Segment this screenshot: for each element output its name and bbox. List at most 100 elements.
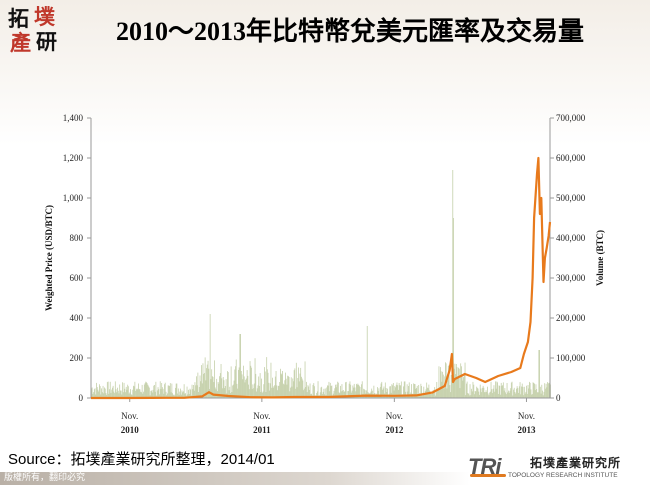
volume-bar	[456, 367, 458, 398]
y-right-tick-label: 100,000	[556, 353, 586, 363]
volume-bar	[453, 368, 455, 398]
volume-bar	[250, 365, 252, 398]
volume-bar	[146, 383, 148, 398]
volume-bar	[279, 382, 281, 398]
volume-bar	[476, 387, 478, 398]
volume-bar	[162, 388, 164, 398]
volume-bar	[521, 383, 523, 398]
volume-bar	[130, 389, 131, 398]
volume-bar	[349, 381, 351, 398]
volume-bar	[531, 394, 533, 398]
volume-bar	[136, 388, 138, 398]
volume-bar	[474, 394, 475, 398]
volume-bar	[176, 383, 178, 398]
volume-bar	[135, 389, 137, 398]
y-left-tick-label: 800	[70, 233, 84, 243]
volume-bar	[285, 378, 287, 398]
volume-bar	[351, 390, 353, 398]
x-tick-month: Nov.	[121, 411, 138, 421]
volume-bar	[522, 386, 524, 398]
volume-bar	[122, 392, 124, 398]
volume-bar	[306, 392, 308, 398]
volume-bar	[363, 388, 365, 398]
logo-char: 拓	[8, 6, 29, 31]
volume-bar	[492, 388, 494, 398]
volume-bar	[253, 388, 255, 398]
volume-bar	[389, 386, 391, 398]
volume-bar	[227, 372, 229, 398]
volume-bar	[174, 395, 176, 398]
volume-bar	[446, 388, 448, 398]
volume-bar	[537, 392, 538, 398]
volume-bar	[274, 376, 276, 398]
volume-bar	[180, 394, 182, 398]
volume-bar	[142, 393, 144, 398]
volume-bar	[359, 387, 361, 398]
volume-bar	[348, 383, 350, 398]
volume-bar	[538, 350, 540, 398]
volume-bar	[421, 395, 423, 398]
volume-bar	[171, 383, 173, 398]
volume-bar	[468, 393, 470, 398]
volume-bar	[366, 326, 368, 398]
volume-bar	[384, 382, 386, 398]
volume-bar	[296, 387, 298, 398]
volume-bar	[311, 393, 312, 398]
volume-bar	[184, 393, 186, 398]
volume-bar	[474, 391, 476, 398]
volume-bar	[169, 386, 171, 398]
volume-bar	[358, 385, 360, 398]
volume-bar	[133, 385, 134, 398]
volume-bar	[320, 387, 322, 398]
volume-bar	[122, 382, 123, 398]
volume-bar	[260, 392, 262, 398]
volume-bar	[543, 391, 545, 398]
volume-bar	[145, 381, 147, 398]
y-left-tick-label: 600	[70, 273, 84, 283]
volume-bar	[514, 392, 516, 398]
volume-bar	[93, 389, 95, 398]
volume-bar	[128, 393, 130, 398]
volume-bar	[189, 388, 191, 398]
volume-bar	[344, 391, 346, 398]
volume-bar	[507, 392, 509, 398]
y-left-tick-label: 200	[70, 353, 84, 363]
volume-bar	[190, 389, 192, 398]
volume-bar	[249, 361, 251, 398]
volume-bar	[420, 383, 422, 398]
volume-bar	[416, 385, 418, 398]
volume-bar	[500, 394, 501, 398]
volume-bar	[167, 393, 168, 398]
volume-bar	[196, 385, 198, 398]
volume-bar	[229, 386, 231, 398]
volume-bar	[350, 384, 352, 398]
volume-bar	[509, 390, 511, 398]
volume-bar	[224, 386, 226, 398]
volume-bar	[277, 390, 278, 398]
volume-bar	[484, 392, 486, 398]
brand-name-en: TOPOLOGY RESEARCH INSTITUTE	[508, 472, 618, 479]
volume-bar	[341, 384, 343, 398]
volume-bar	[400, 381, 402, 398]
volume-bar	[210, 379, 212, 398]
volume-bar	[497, 382, 498, 398]
volume-bar	[546, 387, 548, 398]
volume-bar	[361, 381, 363, 398]
y-right-tick-label: 500,000	[556, 193, 586, 203]
volume-bar	[411, 384, 412, 398]
volume-bar	[335, 384, 336, 398]
volume-bar	[239, 334, 241, 398]
volume-bar	[261, 392, 263, 398]
volume-bar	[207, 360, 209, 398]
volume-bar	[493, 385, 495, 398]
volume-bar	[166, 395, 168, 398]
volume-bar	[342, 390, 344, 398]
volume-bar	[458, 368, 460, 398]
y-left-tick-label: 400	[70, 313, 84, 323]
volume-bar	[305, 387, 307, 398]
volume-bar	[524, 393, 526, 398]
volume-bar	[316, 393, 318, 398]
volume-bar	[418, 385, 420, 398]
volume-bar	[329, 382, 331, 398]
volume-bar	[230, 366, 232, 398]
